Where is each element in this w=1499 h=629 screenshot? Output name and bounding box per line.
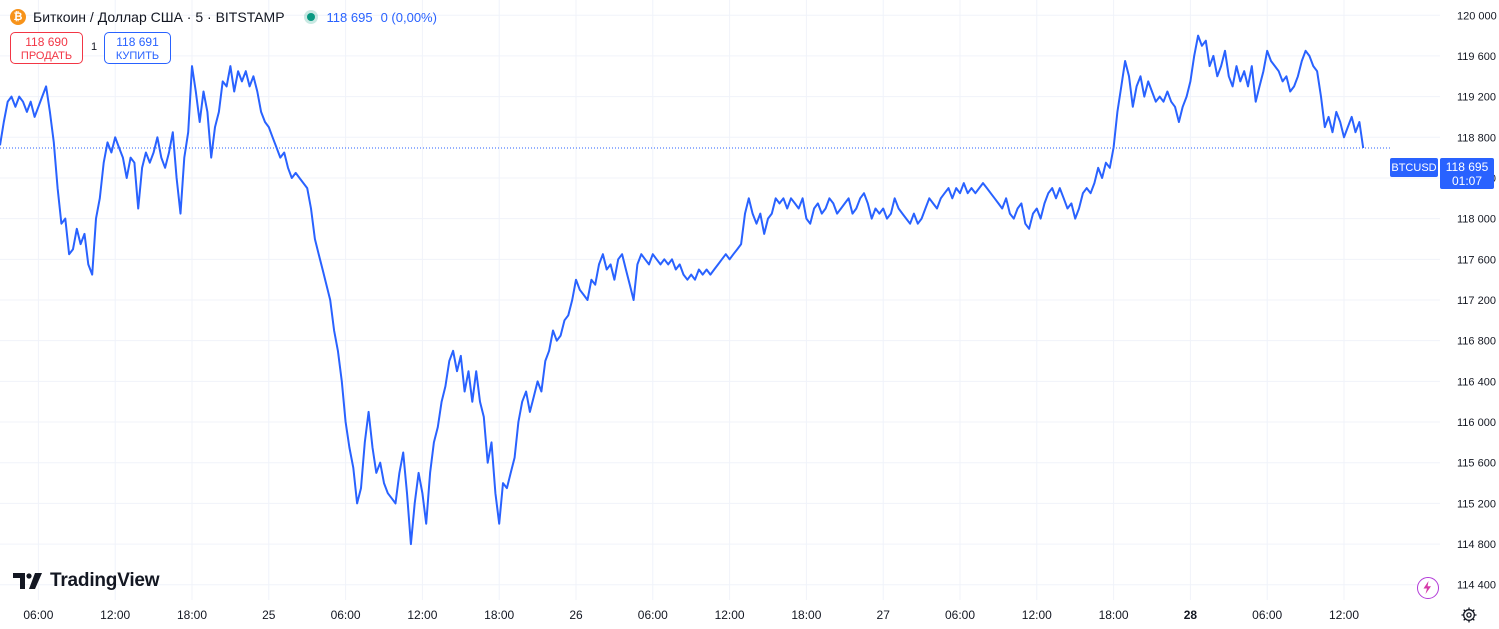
sell-label: ПРОДАТЬ bbox=[20, 50, 73, 62]
logo-text: TradingView bbox=[50, 570, 160, 591]
x-tick-label: 18:00 bbox=[791, 608, 821, 622]
legend-change: 0 (0,00%) bbox=[380, 9, 437, 25]
price-series-line bbox=[0, 34, 1365, 546]
bitcoin-icon: ₿ bbox=[10, 9, 26, 25]
y-tick-label: 115 600 bbox=[1457, 458, 1496, 470]
tradingview-logo[interactable]: TradingView bbox=[13, 570, 160, 592]
x-tick-label: 18:00 bbox=[1099, 608, 1129, 622]
x-tick-label: 26 bbox=[569, 608, 583, 622]
y-tick-label: 119 600 bbox=[1457, 51, 1496, 63]
y-tick-label: 120 000 bbox=[1457, 10, 1497, 22]
x-tick-label: 06:00 bbox=[1252, 608, 1282, 622]
x-tick-label: 06:00 bbox=[23, 608, 53, 622]
x-tick-label: 18:00 bbox=[484, 608, 514, 622]
symbol-tag-text: BTCUSD bbox=[1391, 162, 1436, 174]
x-tick-label: 12:00 bbox=[715, 608, 745, 622]
y-tick-label: 116 000 bbox=[1457, 417, 1496, 429]
y-tick-label: 116 400 bbox=[1457, 376, 1496, 388]
y-tick-label: 117 200 bbox=[1457, 295, 1496, 307]
y-tick-label: 119 200 bbox=[1457, 92, 1496, 104]
lightning-button[interactable] bbox=[1417, 577, 1439, 599]
symbol-tag-bg bbox=[1390, 158, 1438, 177]
chart-grid bbox=[0, 0, 1440, 600]
y-tick-label: 114 400 bbox=[1457, 580, 1496, 592]
x-tick-label: 06:00 bbox=[945, 608, 975, 622]
y-tick-label: 118 000 bbox=[1457, 214, 1496, 226]
buy-price: 118 691 bbox=[116, 35, 159, 49]
spread-value: 1 bbox=[91, 41, 98, 53]
y-tick-label: 114 800 bbox=[1457, 539, 1496, 551]
x-tick-label: 27 bbox=[877, 608, 891, 622]
legend-last-value: 118 695 bbox=[326, 9, 373, 25]
x-tick-label: 06:00 bbox=[331, 608, 361, 622]
price-tag-countdown: 01:07 bbox=[1452, 174, 1482, 188]
x-tick-label: 12:00 bbox=[100, 608, 130, 622]
symbol-legend: ₿ Биткоин / Доллар США · 5 · BITSTAMP 11… bbox=[10, 7, 437, 27]
x-tick-label: 25 bbox=[262, 608, 276, 622]
market-status-dot-icon[interactable] bbox=[306, 13, 315, 21]
y-tick-label: 116 800 bbox=[1457, 336, 1496, 348]
last-price-label: BTCUSD 118 695 01:07 bbox=[1390, 158, 1494, 189]
price-tag-value: 118 695 bbox=[1446, 160, 1489, 174]
price-line-layer bbox=[0, 34, 1390, 546]
y-tick-label: 115 200 bbox=[1457, 498, 1496, 510]
x-tick-label: 12:00 bbox=[407, 608, 437, 622]
buy-button[interactable]: 118 691 КУПИТЬ bbox=[104, 32, 171, 64]
sell-price: 118 690 bbox=[25, 35, 68, 49]
buy-label: КУПИТЬ bbox=[115, 50, 160, 62]
lightning-icon bbox=[1423, 581, 1431, 594]
x-tick-label: 18:00 bbox=[177, 608, 207, 622]
y-tick-label: 118 800 bbox=[1457, 132, 1496, 144]
x-axis[interactable]: 06:00 12:00 18:00 25 06:00 12:00 18:00 26 06:00 1… bbox=[23, 608, 1359, 622]
x-tick-label: 12:00 bbox=[1329, 608, 1359, 622]
x-tick-label: 12:00 bbox=[1022, 608, 1052, 622]
symbol-title[interactable]: Биткоин / Доллар США · 5 · BITSTAMP bbox=[33, 9, 285, 25]
price-tag-bg bbox=[1440, 158, 1494, 189]
y-tick-label: 117 600 bbox=[1457, 254, 1496, 266]
x-tick-label: 28 bbox=[1184, 608, 1198, 622]
sell-button[interactable]: 118 690 ПРОДАТЬ bbox=[10, 32, 83, 64]
gear-icon[interactable] bbox=[1460, 606, 1478, 624]
x-tick-label: 06:00 bbox=[638, 608, 668, 622]
tradingview-logo-icon bbox=[13, 573, 42, 589]
